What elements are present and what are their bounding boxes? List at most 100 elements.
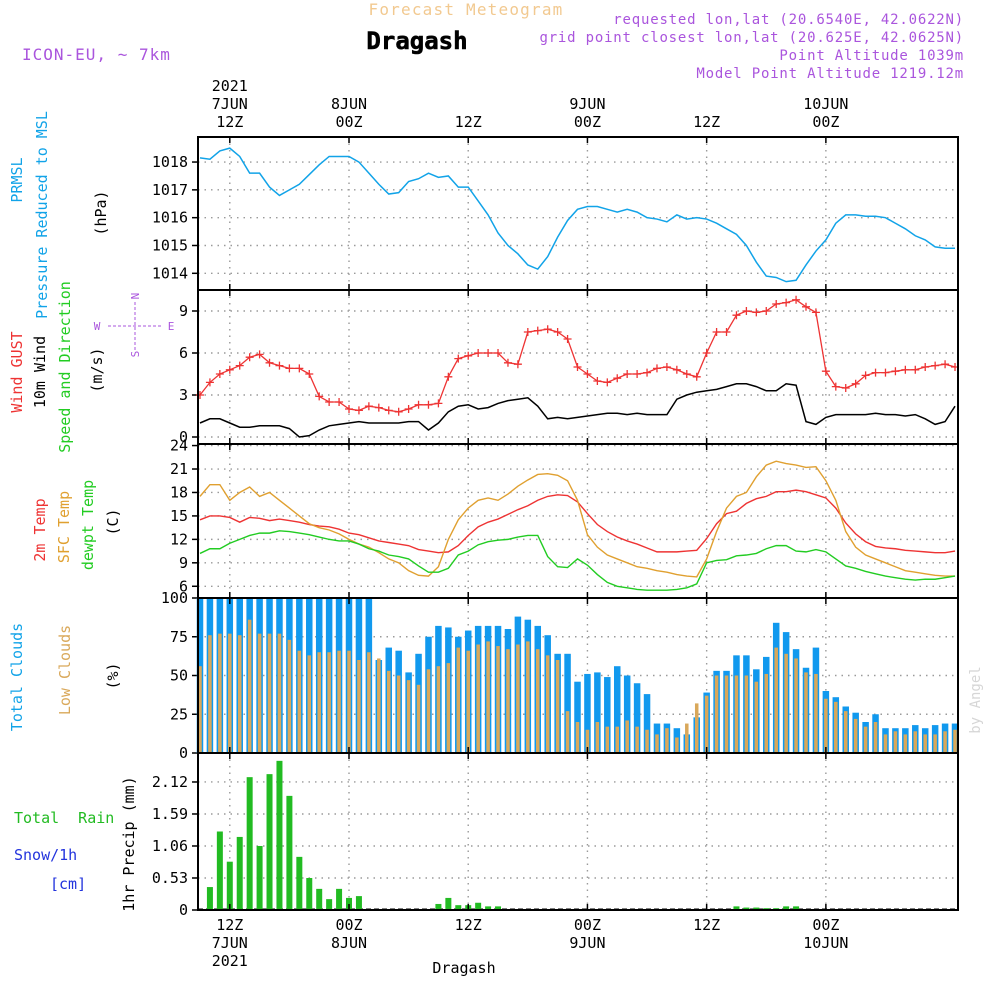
gust-marker [394, 407, 403, 416]
pressure-frame [197, 136, 959, 291]
gust-marker [603, 378, 612, 387]
total-cloud-bar [643, 694, 651, 753]
gust-marker [692, 372, 701, 381]
gust-marker [652, 364, 661, 373]
low-cloud-bar [446, 663, 451, 753]
low-cloud-bar [665, 728, 669, 753]
rain-bar [256, 845, 263, 910]
compass-s: S [129, 351, 142, 358]
low-cloud-bar [595, 722, 600, 753]
low-cloud-bar [834, 701, 838, 753]
precip-ytick-label: 2.12 [152, 773, 188, 791]
requested-label: requested lon,lat (20.6540E, 42.0622N) [613, 12, 964, 28]
temperature-panel: 6 9 12 15 18 21 24 [170, 437, 959, 599]
low-cloud-bar [267, 633, 272, 753]
low-cloud-bar [943, 731, 947, 753]
gust-marker [335, 398, 344, 406]
low-cloud-bar [824, 698, 828, 753]
gust-marker [225, 365, 234, 374]
rain-bar [286, 795, 293, 910]
temp-label-4: (C) [104, 508, 122, 535]
low-cloud-bar [953, 729, 957, 753]
low-cloud-bar [724, 675, 729, 753]
pressure-panel: 1014 1015 1016 1017 1018 [152, 136, 959, 291]
wind-ytick-label: 9 [179, 302, 188, 320]
precip-ytick-label: 0.53 [152, 869, 188, 887]
rain-bar [216, 831, 223, 910]
rain-bar [276, 760, 283, 910]
cloud-label-3: (%) [104, 662, 122, 689]
gust-marker [464, 351, 473, 360]
gust-marker [732, 311, 741, 320]
bottom-time-label: 9JUN [569, 934, 605, 952]
gust-marker [434, 399, 443, 408]
gust-marker [613, 374, 622, 383]
rain-bar [306, 877, 313, 910]
pressure-label-2: Pressure Reduced to MSL [33, 111, 51, 319]
gust-marker [931, 361, 940, 370]
gust-marker [811, 308, 820, 317]
gust-marker [563, 335, 572, 343]
low-cloud-bar [565, 711, 570, 753]
model-altitude-label: Model Point Altitude 1219.12m [696, 66, 964, 82]
gust-marker [891, 367, 900, 376]
low-cloud-bar [466, 650, 470, 753]
rain-bar [336, 888, 343, 910]
low-cloud-bar [237, 635, 242, 753]
gust-marker [265, 358, 274, 367]
compass-w: W [94, 320, 101, 333]
wind-speed-line [199, 383, 956, 438]
precip-panel: 0 0.53 1.06 1.59 2.12 [152, 752, 959, 919]
snow-unit-label: [cm] [50, 875, 86, 893]
clouds-ylabels: Total Clouds Low Clouds (%) [8, 623, 122, 731]
total-rain-label: Total Rain [14, 809, 114, 827]
temperature-ytick-label: 15 [170, 507, 188, 525]
low-cloud-bar [655, 734, 659, 753]
total-cloud-bar [584, 673, 591, 753]
low-cloud-bar [476, 644, 480, 753]
precip-ytick-label: 0 [179, 901, 188, 919]
model-label: ICON-EU, ~ 7km [22, 45, 171, 64]
low-cloud-bar [843, 711, 848, 753]
low-cloud-bar [734, 675, 739, 753]
gust-marker [245, 353, 254, 362]
gust-marker [712, 328, 721, 336]
total-cloud-bar [594, 672, 601, 753]
gust-marker [662, 363, 671, 371]
top-time-label: 2021 [212, 77, 248, 95]
gust-marker [762, 307, 771, 315]
precip-ytick-label: 1.59 [152, 805, 188, 823]
top-time-label: 12Z [216, 113, 243, 131]
gust-marker [702, 349, 711, 357]
bottom-time-label: 7JUN [212, 934, 248, 952]
low-cloud-bar [933, 734, 937, 753]
rain-bar [733, 906, 740, 910]
gust-marker [901, 365, 910, 374]
low-cloud-bar [764, 673, 769, 753]
precip-axis-label: 1hr Precip (mm) [120, 776, 138, 911]
pressure-ytick-label: 1016 [152, 209, 188, 227]
low-cloud-bar [456, 647, 461, 753]
total-cloud-bar [623, 675, 631, 753]
low-cloud-bar [228, 633, 232, 753]
temperature-ytick-label: 12 [170, 530, 188, 548]
rain-bar [753, 907, 760, 910]
low-cloud-bar [754, 681, 759, 753]
low-cloud-bar [804, 672, 808, 753]
low-cloud-bar [257, 633, 262, 753]
cloud-label-2: Low Clouds [56, 625, 74, 715]
precip-ytick-label: 1.06 [152, 837, 188, 855]
gust-marker [494, 349, 503, 357]
place-title: Dragash [366, 27, 467, 55]
low-cloud-bar [526, 641, 530, 753]
gust-marker [802, 302, 810, 311]
wind-ytick-label: 0 [179, 428, 188, 446]
rain-bar [316, 888, 323, 910]
low-cloud-bar [436, 666, 441, 753]
low-cloud-bar [208, 635, 212, 753]
gust-marker [593, 377, 602, 385]
dewpt-line [199, 530, 956, 591]
gust-marker [583, 370, 592, 378]
gust-marker [543, 325, 552, 334]
